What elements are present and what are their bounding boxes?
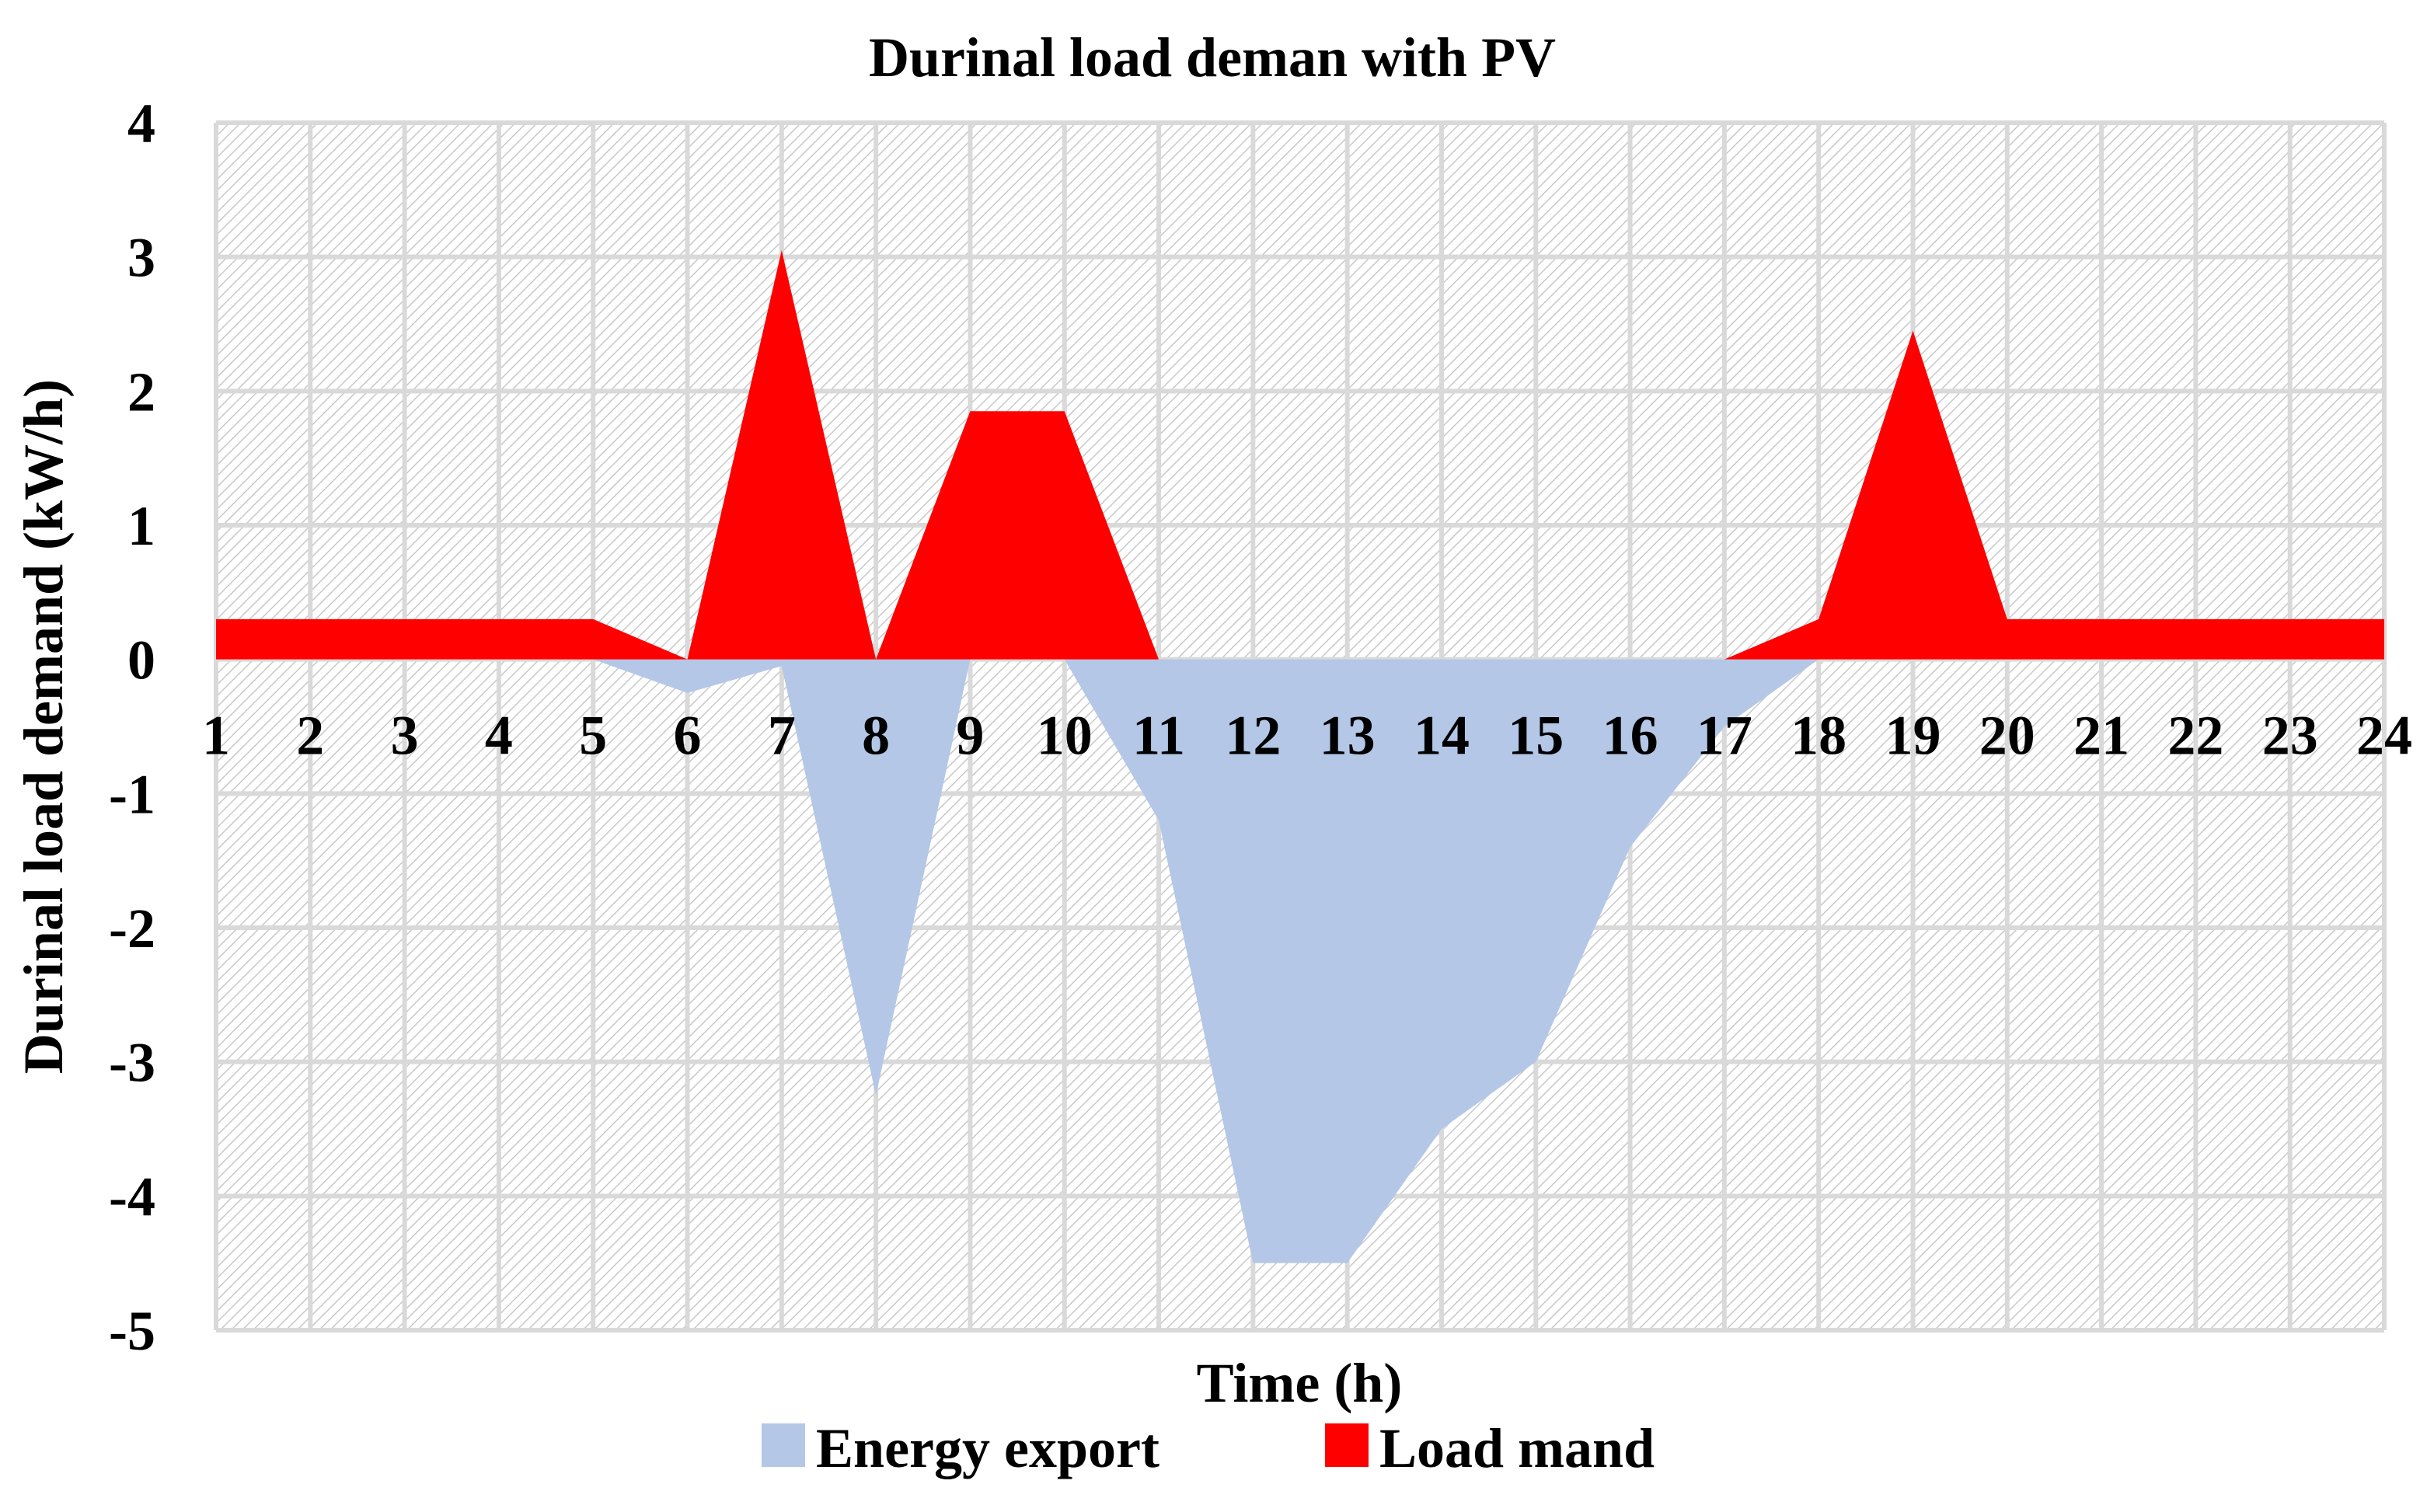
y-tick-label-8: -4 [109,1165,155,1228]
y-axis-label: Durinal load demand (kW/h) [12,379,75,1074]
y-tick-label-1: 3 [127,227,155,289]
y-tick-label-3: 1 [127,495,155,557]
x-tick-label-23: 24 [2356,705,2412,767]
area-series-0 [216,659,2384,1263]
x-tick-label-12: 13 [1320,705,1376,767]
x-tick-label-15: 16 [1602,705,1658,767]
legend-swatch-load-mand [1325,1423,1369,1467]
x-tick-label-3: 4 [485,705,513,767]
chart-title: Durinal load deman with PV [869,26,1556,89]
x-tick-label-10: 11 [1132,705,1185,767]
x-tick-label-2: 3 [391,705,419,767]
y-tick-label-9: -5 [109,1300,155,1362]
data-areas [216,250,2384,1263]
y-tick-label-2: 2 [127,361,155,423]
x-tick-label-16: 17 [1696,705,1752,767]
x-tick-label-8: 9 [956,705,984,767]
y-tick-label-4: 0 [127,629,155,692]
x-tick-label-9: 10 [1037,705,1093,767]
x-tick-label-13: 14 [1414,705,1470,767]
area-series-1 [216,250,2384,660]
legend: Energy export Load mand [762,1417,1655,1479]
x-tick-label-0: 1 [202,705,230,767]
x-tick-label-5: 6 [674,705,702,767]
x-tick-label-18: 19 [1885,705,1941,767]
x-tick-label-20: 21 [2073,705,2129,767]
y-tick-label-5: -1 [109,763,155,825]
x-tick-label-19: 20 [1979,705,2035,767]
x-tick-label-1: 2 [296,705,324,767]
y-tick-label-7: -3 [109,1032,155,1094]
y-tick-label-0: 4 [127,92,155,155]
x-axis-label: Time (h) [1197,1352,1403,1414]
x-tick-labels: 1 2 3 4 5 6 7 8 9 10 11 12 13 14 15 16 17 18 19 20 21 22 23 24 [202,705,2412,767]
x-tick-label-4: 5 [579,705,607,767]
legend-label-energy-export: Energy export [816,1417,1159,1479]
x-tick-label-21: 22 [2167,705,2223,767]
x-tick-label-6: 7 [768,705,796,767]
x-tick-label-11: 12 [1225,705,1281,767]
x-tick-label-14: 15 [1508,705,1564,767]
legend-swatch-energy-export [762,1423,805,1467]
y-tick-labels: 4 3 2 1 0 -1 -2 -3 -4 -5 [109,92,155,1362]
y-tick-label-6: -2 [109,897,155,960]
x-tick-label-7: 8 [862,705,890,767]
x-tick-label-22: 23 [2262,705,2318,767]
x-tick-label-17: 18 [1791,705,1846,767]
legend-label-load-mand: Load mand [1379,1417,1655,1479]
